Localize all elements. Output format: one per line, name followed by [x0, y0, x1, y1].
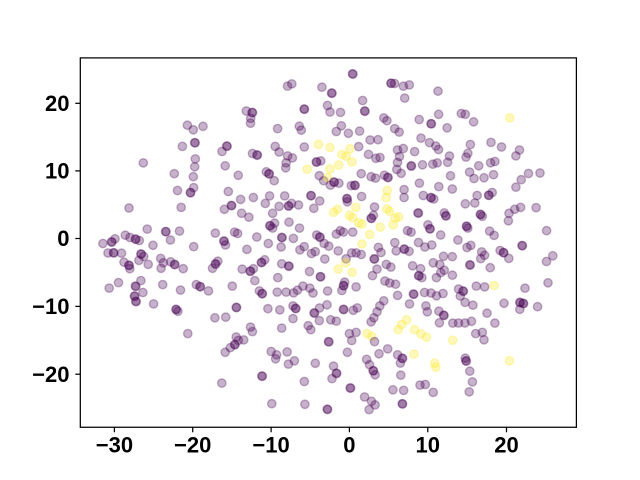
- svg-text:0: 0: [343, 433, 355, 458]
- svg-text:−10: −10: [252, 433, 289, 458]
- svg-text:−20: −20: [174, 433, 211, 458]
- svg-text:−10: −10: [32, 294, 69, 319]
- svg-text:0: 0: [57, 226, 69, 251]
- svg-text:10: 10: [416, 433, 440, 458]
- svg-text:−30: −30: [96, 433, 133, 458]
- svg-text:20: 20: [494, 433, 518, 458]
- svg-text:20: 20: [45, 91, 69, 116]
- svg-text:−20: −20: [32, 362, 69, 387]
- svg-text:10: 10: [45, 159, 69, 184]
